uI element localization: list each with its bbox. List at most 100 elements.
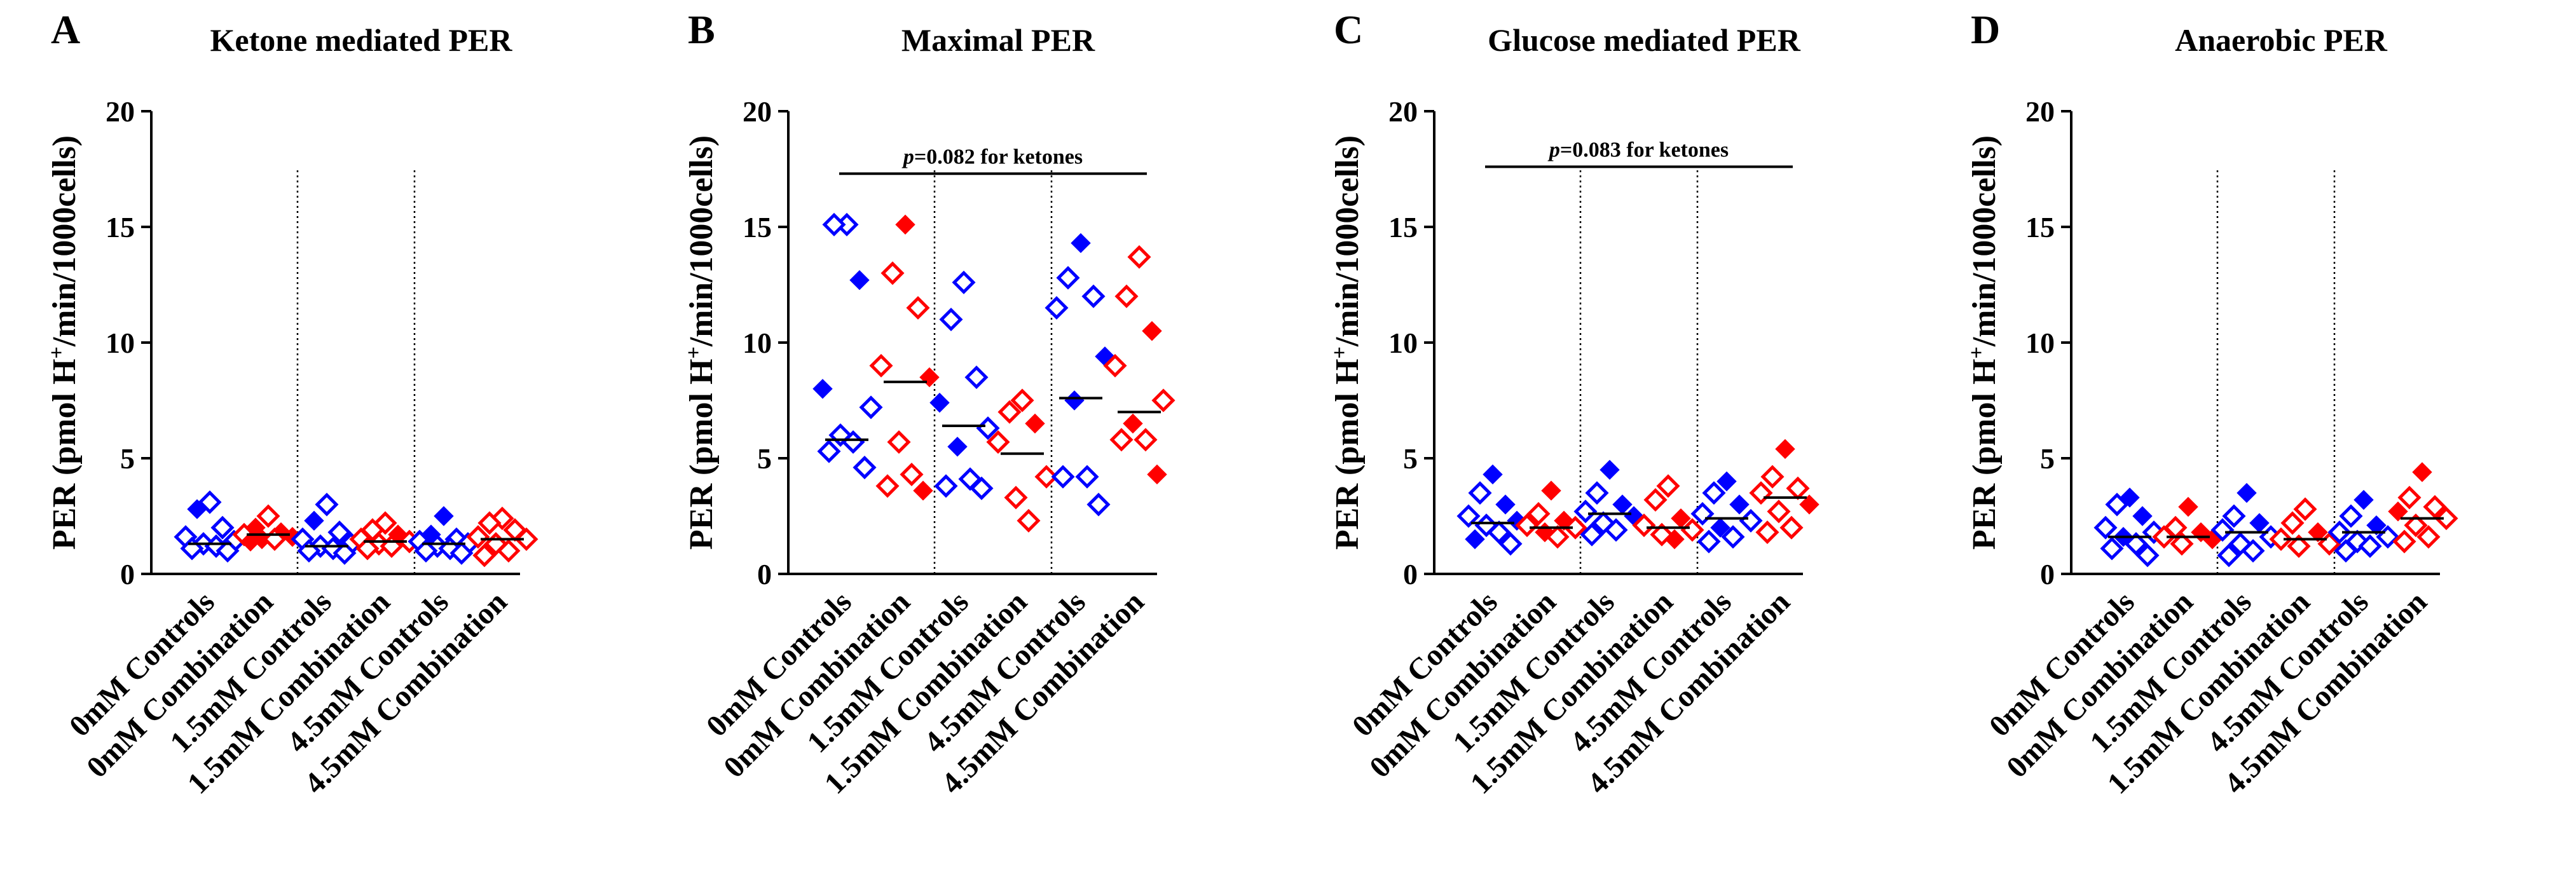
data-point (2404, 514, 2428, 538)
data-point (2093, 515, 2118, 540)
panel-title: Glucose mediated PER (1488, 22, 1801, 58)
data-point (2327, 520, 2352, 545)
y-axis-label-sup: + (682, 346, 706, 358)
data-point (997, 400, 1022, 424)
data-point (1498, 532, 1523, 556)
data-point (2412, 462, 2432, 482)
data-point (853, 456, 877, 480)
data-point (939, 308, 963, 332)
data-point (1483, 464, 1503, 485)
data-point (2178, 496, 2198, 517)
significance-text: =0.083 for ketones (1560, 138, 1729, 161)
significance-text: =0.082 for ketones (914, 145, 1083, 168)
data-point (1526, 501, 1551, 526)
series-2 (929, 270, 1000, 500)
y-axis-label-rest: /min/1000cells) (1966, 135, 2003, 347)
y-axis-label-main: PER (pmol H (1329, 359, 1366, 550)
data-point (414, 539, 438, 563)
series-0 (1456, 464, 1527, 556)
data-point (187, 499, 207, 519)
data-point (1086, 493, 1111, 517)
data-point (1739, 508, 1763, 533)
panel-title: Ketone mediated PER (210, 22, 513, 58)
data-point (1643, 487, 1668, 512)
data-point (1142, 321, 1162, 341)
data-point (1515, 514, 1539, 538)
y-tick-label: 20 (106, 95, 135, 128)
data-point (1656, 474, 1680, 498)
series-2 (1573, 460, 1644, 547)
data-point (1045, 296, 1069, 320)
data-point (952, 270, 976, 294)
panel-c: C Glucose mediated PER PER (pmol H+/min/10… (1328, 7, 1819, 800)
y-axis-label: PER (pmol H+/min/1000cells) (1965, 135, 2003, 550)
y-axis-label-rest: /min/1000cells) (1329, 135, 1366, 347)
series-1 (2152, 496, 2223, 556)
y-tick-label: 5 (1403, 442, 1418, 475)
y-axis-label-main: PER (pmol H (46, 359, 83, 550)
y-tick-label: 20 (1388, 95, 1418, 128)
data-point (1697, 529, 1721, 554)
data-point (304, 510, 324, 531)
series-1 (1515, 480, 1587, 549)
series-1 (232, 504, 303, 552)
data-point (1468, 481, 1492, 505)
y-tick-label: 0 (2040, 558, 2055, 590)
y-tick-label: 15 (2025, 211, 2055, 243)
y-axis-label-sup: + (1328, 346, 1352, 358)
series-4 (1690, 471, 1763, 554)
y-tick-label: 0 (757, 558, 772, 590)
data-point (1147, 464, 1167, 485)
data-point (1702, 481, 1726, 505)
data-point (1056, 266, 1080, 290)
y-axis-label: PER (pmol H+/min/1000cells) (45, 135, 83, 550)
data-point (1755, 520, 1779, 545)
series-3 (349, 511, 421, 561)
data-point (822, 212, 846, 236)
data-point (817, 439, 841, 463)
data-point (1585, 481, 1609, 505)
data-point (240, 531, 261, 552)
data-point (2339, 504, 2363, 528)
series-2 (2210, 482, 2283, 568)
panel-letter: A (51, 7, 80, 52)
y-tick-label: 20 (743, 95, 772, 128)
data-point (849, 270, 870, 290)
data-point (875, 474, 900, 498)
y-axis-label-main: PER (pmol H (683, 359, 720, 550)
y-tick-label: 10 (106, 327, 135, 359)
data-point (2358, 534, 2382, 558)
data-point (1465, 529, 1485, 550)
y-axis-label-rest: /min/1000cells) (683, 135, 720, 347)
data-point (1495, 494, 1516, 515)
data-point (1600, 460, 1620, 480)
significance-p: p (901, 145, 914, 168)
data-point (2293, 497, 2317, 521)
data-point (1004, 486, 1028, 510)
y-axis-label-sup: + (45, 346, 69, 358)
series-4 (2327, 489, 2400, 563)
data-point (2217, 543, 2241, 568)
data-point (2423, 494, 2447, 519)
panel-letter: C (1334, 7, 1363, 52)
panel-letter: B (688, 7, 715, 52)
y-tick-label: 10 (1388, 327, 1418, 359)
data-point (895, 214, 915, 235)
data-point (1487, 520, 1511, 545)
data-point (1563, 515, 1587, 540)
data-point (434, 506, 454, 526)
data-point (2249, 513, 2270, 533)
series-4 (1045, 233, 1115, 517)
data-point (1716, 471, 1737, 492)
data-point (1545, 525, 1570, 549)
data-point (1604, 518, 1628, 542)
series-5 (2388, 462, 2458, 554)
data-point (1123, 413, 1143, 434)
panel-a: A Ketone mediated PER PER (pmol H+/min/100… (45, 7, 538, 800)
data-point (256, 504, 280, 528)
data-point (1103, 353, 1127, 378)
data-point (986, 430, 1010, 454)
data-point (1632, 514, 1656, 538)
data-point (947, 437, 968, 457)
series-0 (2093, 487, 2166, 568)
